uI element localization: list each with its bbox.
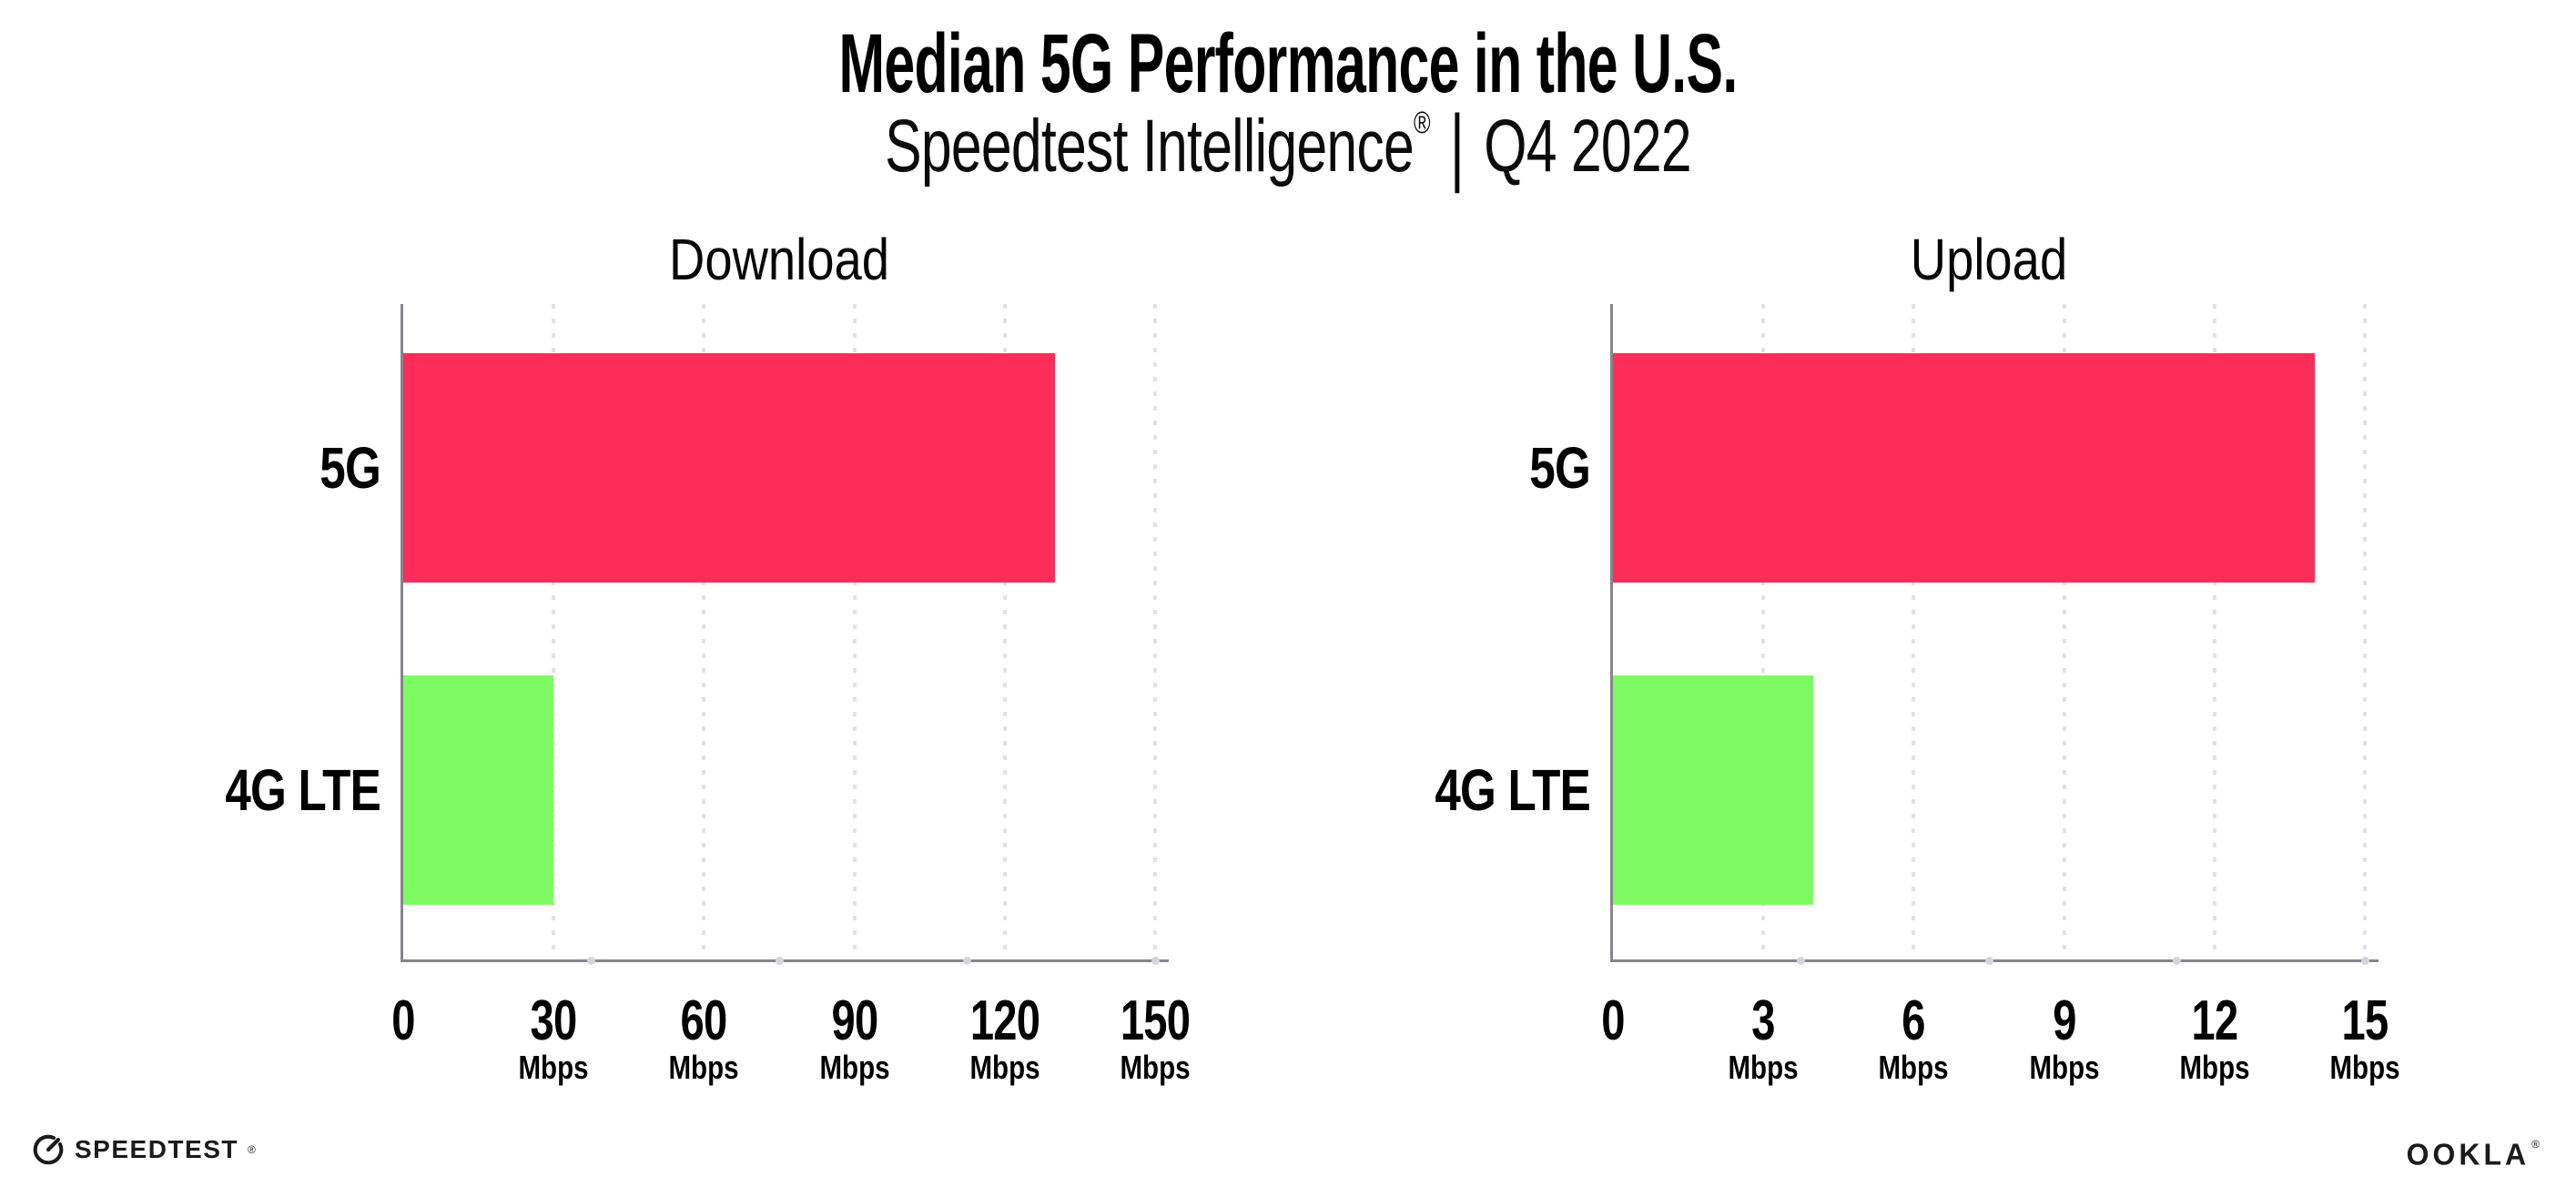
category-label-4g-lte: 4G LTE (1435, 757, 1590, 823)
tick-label-download-120: 120 (969, 989, 1040, 1052)
category-label-5g: 5G (319, 435, 380, 501)
speedtest-logo: SPEEDTEST ® (31, 1132, 256, 1167)
tick-label-upload-6: 6 (1902, 989, 1926, 1052)
page-subtitle: Speedtest Intelligence® | Q4 2022 (885, 98, 1691, 194)
gridline-download-150 (1153, 304, 1157, 959)
axis-minor-tick-download (775, 957, 784, 965)
page-title: Median 5G Performance in the U.S. (838, 17, 1738, 110)
tick-label-download-60: 60 (680, 989, 728, 1052)
axis-minor-tick-download (1151, 957, 1160, 965)
speedtest-gauge-icon (33, 1134, 64, 1165)
registered-mark: ® (1413, 106, 1431, 140)
chart-title-download: Download (669, 227, 889, 292)
category-label-4g-lte: 4G LTE (225, 757, 380, 823)
tick-unit-download-60: Mbps (668, 1049, 739, 1086)
category-label-5g: 5G (1529, 435, 1590, 501)
tick-unit-download-150: Mbps (1120, 1049, 1191, 1086)
chart-title-upload: Upload (1910, 227, 2068, 292)
ookla-registered-mark: ® (2531, 1138, 2540, 1151)
speedtest-registered-mark: ® (247, 1143, 256, 1156)
tick-unit-download-120: Mbps (969, 1049, 1040, 1086)
gridline-download-60 (702, 304, 706, 959)
gridline-upload-6 (1912, 304, 1916, 959)
gridline-upload-9 (2062, 304, 2066, 959)
axis-minor-tick-upload (2360, 957, 2369, 965)
speedtest-logo-text: SPEEDTEST (75, 1135, 238, 1163)
subtitle-period: Q4 2022 (1484, 105, 1691, 188)
bar-upload-4g-lte (1613, 675, 1814, 905)
tick-label-download-150: 150 (1120, 989, 1191, 1052)
x-axis-download (401, 959, 1169, 962)
gridline-upload-3 (1761, 304, 1766, 959)
tick-label-upload-12: 12 (2191, 989, 2238, 1052)
gridline-download-90 (852, 304, 857, 959)
tick-label-upload-3: 3 (1751, 989, 1775, 1052)
bar-upload-5g (1613, 353, 2315, 583)
gridline-download-120 (1002, 304, 1007, 959)
tick-unit-upload-6: Mbps (1878, 1049, 1949, 1086)
x-axis-upload (1610, 959, 2378, 962)
gridline-upload-12 (2212, 304, 2216, 959)
axis-minor-tick-upload (1797, 957, 1805, 965)
axis-minor-tick-upload (2173, 957, 2181, 965)
tick-unit-upload-9: Mbps (2029, 1049, 2100, 1086)
bar-download-4g-lte (403, 675, 554, 905)
axis-minor-tick-download (963, 957, 971, 965)
axis-minor-tick-download (587, 957, 595, 965)
ookla-logo: OOKLA ® (2406, 1137, 2540, 1172)
gridline-download-30 (552, 304, 556, 959)
tick-unit-download-30: Mbps (518, 1049, 589, 1086)
tick-unit-download-90: Mbps (819, 1049, 890, 1086)
tick-unit-upload-15: Mbps (2329, 1049, 2400, 1086)
tick-label-upload-15: 15 (2341, 989, 2389, 1052)
subtitle-separator: | (1449, 98, 1465, 194)
ookla-logo-text: OOKLA (2406, 1137, 2530, 1172)
y-axis-upload (1610, 304, 1613, 959)
tick-label-download-0: 0 (391, 989, 415, 1052)
bar-download-5g (403, 353, 1055, 583)
tick-label-upload-9: 9 (2052, 989, 2076, 1052)
tick-unit-upload-3: Mbps (1728, 1049, 1799, 1086)
y-axis-download (401, 304, 403, 959)
gridline-upload-15 (2363, 304, 2367, 959)
tick-label-upload-0: 0 (1601, 989, 1625, 1052)
tick-label-download-90: 90 (831, 989, 878, 1052)
axis-minor-tick-upload (1984, 957, 1993, 965)
tick-label-download-30: 30 (530, 989, 578, 1052)
subtitle-brand: Speedtest Intelligence (885, 105, 1415, 188)
tick-unit-upload-12: Mbps (2179, 1049, 2250, 1086)
